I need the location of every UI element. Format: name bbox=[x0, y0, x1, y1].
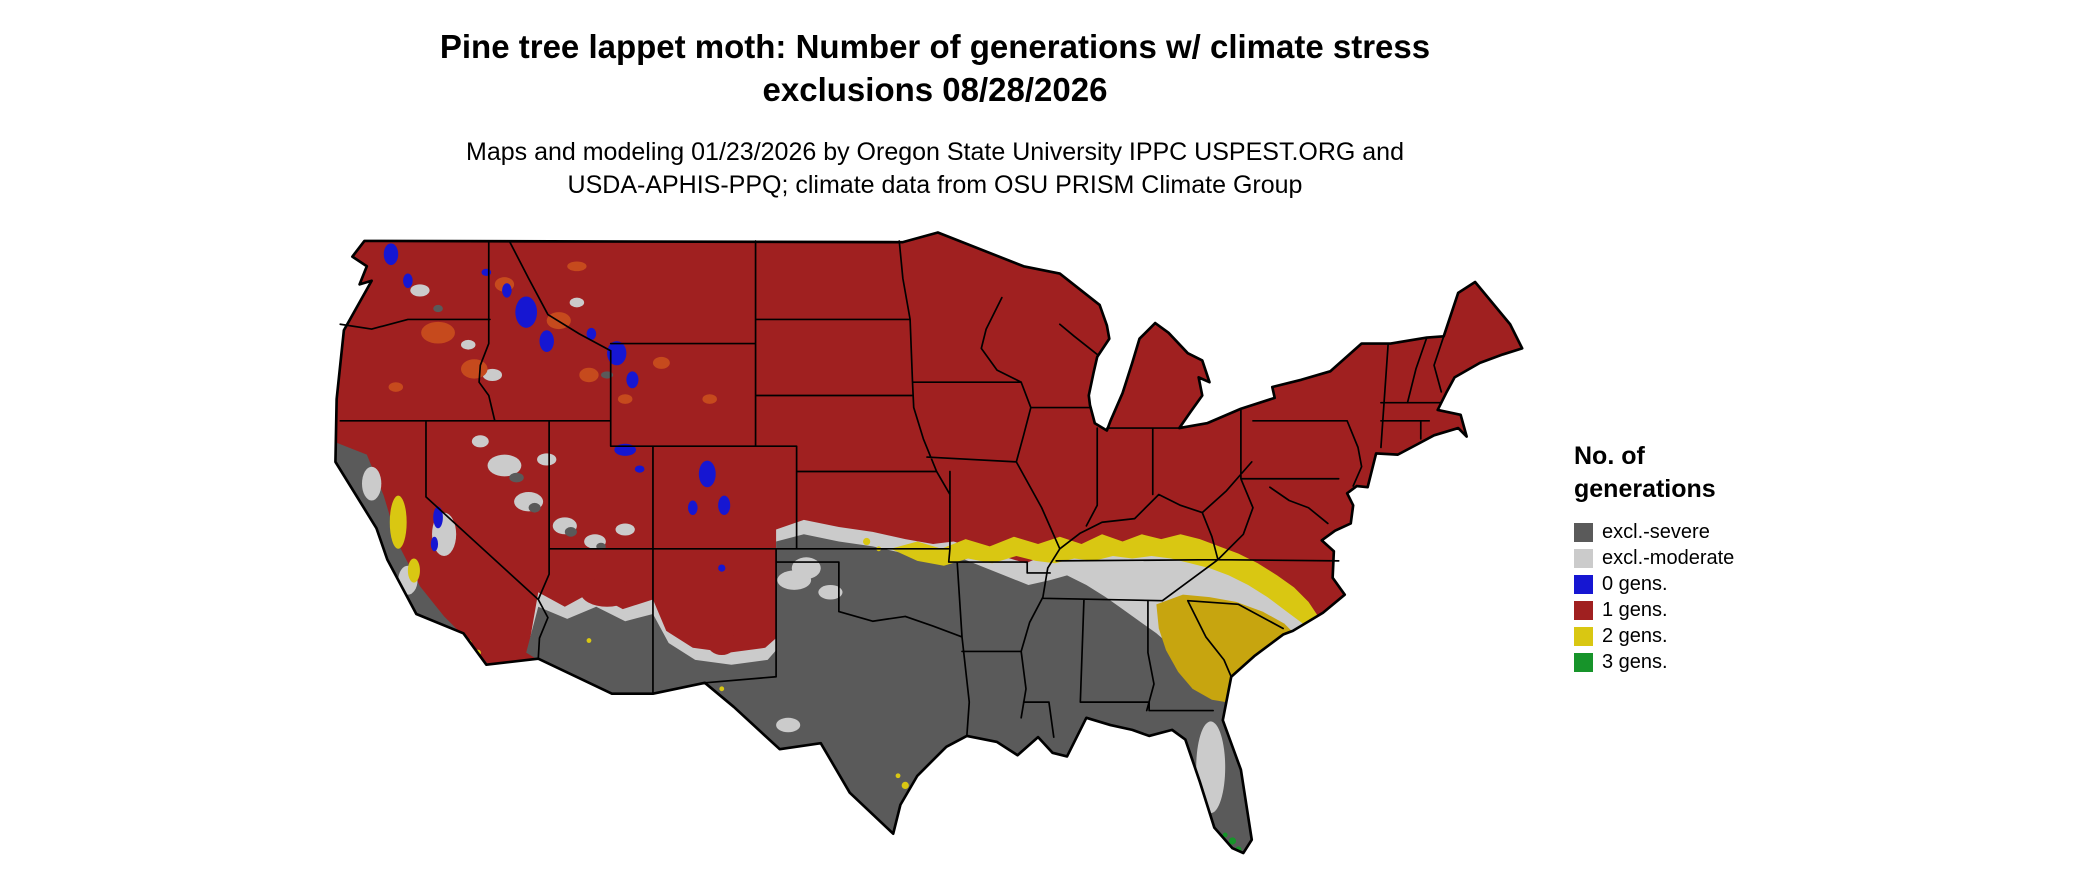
legend-swatch bbox=[1574, 626, 1593, 646]
map-region-2gens-band bbox=[890, 534, 1319, 627]
page-subtitle: Maps and modeling 01/23/2026 by Oregon S… bbox=[466, 137, 1404, 200]
map-patches-2gens bbox=[389, 495, 909, 790]
us-map bbox=[334, 231, 1524, 855]
us-outline bbox=[334, 231, 1524, 855]
legend-item: excl.-severe bbox=[1574, 519, 1774, 545]
legend: No. of generations excl.-severe excl.-mo… bbox=[1574, 440, 1774, 675]
legend-label: 1 gens. bbox=[1602, 599, 1668, 621]
map-patches-0gens bbox=[383, 243, 731, 572]
legend-title: No. of generations bbox=[1574, 442, 1716, 503]
legend-swatch bbox=[1574, 548, 1593, 568]
page-title: Pine tree lappet moth: Number of generat… bbox=[439, 28, 1431, 108]
legend-label: excl.-severe bbox=[1602, 521, 1710, 543]
legend-item: 2 gens. bbox=[1574, 623, 1774, 649]
legend-swatch bbox=[1574, 652, 1593, 672]
us-map-container bbox=[322, 218, 1532, 882]
legend-label: 3 gens. bbox=[1602, 651, 1668, 673]
legend-item: excl.-moderate bbox=[1574, 545, 1774, 571]
legend-label: excl.-moderate bbox=[1602, 547, 1735, 569]
legend-swatch bbox=[1574, 574, 1593, 594]
state-borders bbox=[339, 240, 1445, 738]
legend-items: excl.-severe excl.-moderate 0 gens. 1 ge… bbox=[1574, 519, 1774, 675]
legend-swatch bbox=[1574, 600, 1593, 620]
header: Pine tree lappet moth: Number of generat… bbox=[0, 26, 1870, 203]
legend-label: 0 gens. bbox=[1602, 573, 1668, 595]
legend-item: 0 gens. bbox=[1574, 571, 1774, 597]
legend-swatch bbox=[1574, 522, 1593, 542]
legend-label: 2 gens. bbox=[1602, 625, 1668, 647]
legend-item: 1 gens. bbox=[1574, 597, 1774, 623]
legend-item: 3 gens. bbox=[1574, 649, 1774, 675]
map-red-overlays bbox=[580, 577, 737, 656]
